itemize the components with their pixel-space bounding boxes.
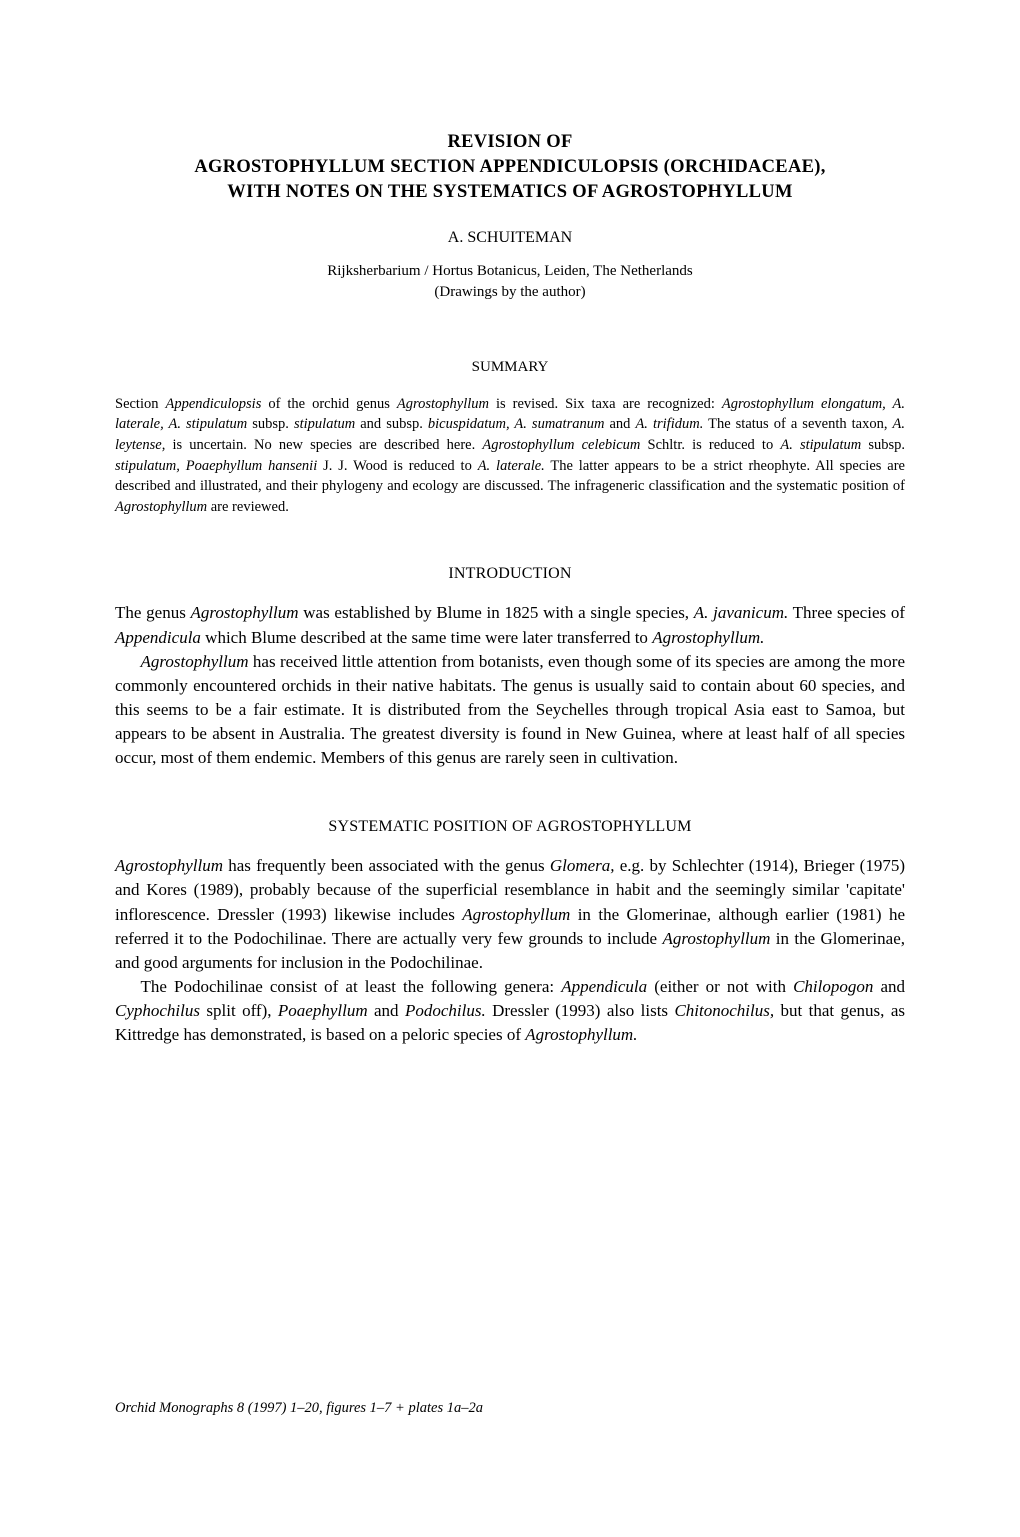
affiliation-line-1: Rijksherbarium / Hortus Botanicus, Leide… [115,261,905,282]
title-line-3: WITH NOTES ON THE SYSTEMATICS OF AGROSTO… [115,180,905,205]
systematic-para-1: Agrostophyllum has frequently been assoc… [115,854,905,975]
title-line-1: REVISION OF [115,130,905,155]
systematic-heading: SYSTEMATIC POSITION OF AGROSTOPHYLLUM [115,818,905,836]
introduction-heading: INTRODUCTION [115,565,905,583]
introduction-para-2: Agrostophyllum has received little atten… [115,650,905,771]
introduction-para-1: The genus Agrostophyllum was established… [115,601,905,649]
title-line-2: AGROSTOPHYLLUM SECTION APPENDICULOPSIS (… [115,155,905,180]
systematic-body: Agrostophyllum has frequently been assoc… [115,854,905,1047]
author-name: A. SCHUITEMAN [115,229,905,247]
page-footer-citation: Orchid Monographs 8 (1997) 1–20, figures… [115,1400,483,1417]
article-title: REVISION OF AGROSTOPHYLLUM SECTION APPEN… [115,130,905,205]
introduction-body: The genus Agrostophyllum was established… [115,601,905,770]
summary-heading: SUMMARY [115,359,905,376]
systematic-para-2: The Podochilinae consist of at least the… [115,975,905,1047]
author-affiliation: Rijksherbarium / Hortus Botanicus, Leide… [115,261,905,303]
affiliation-line-2: (Drawings by the author) [115,282,905,303]
summary-paragraph: Section Appendiculopsis of the orchid ge… [115,394,905,517]
